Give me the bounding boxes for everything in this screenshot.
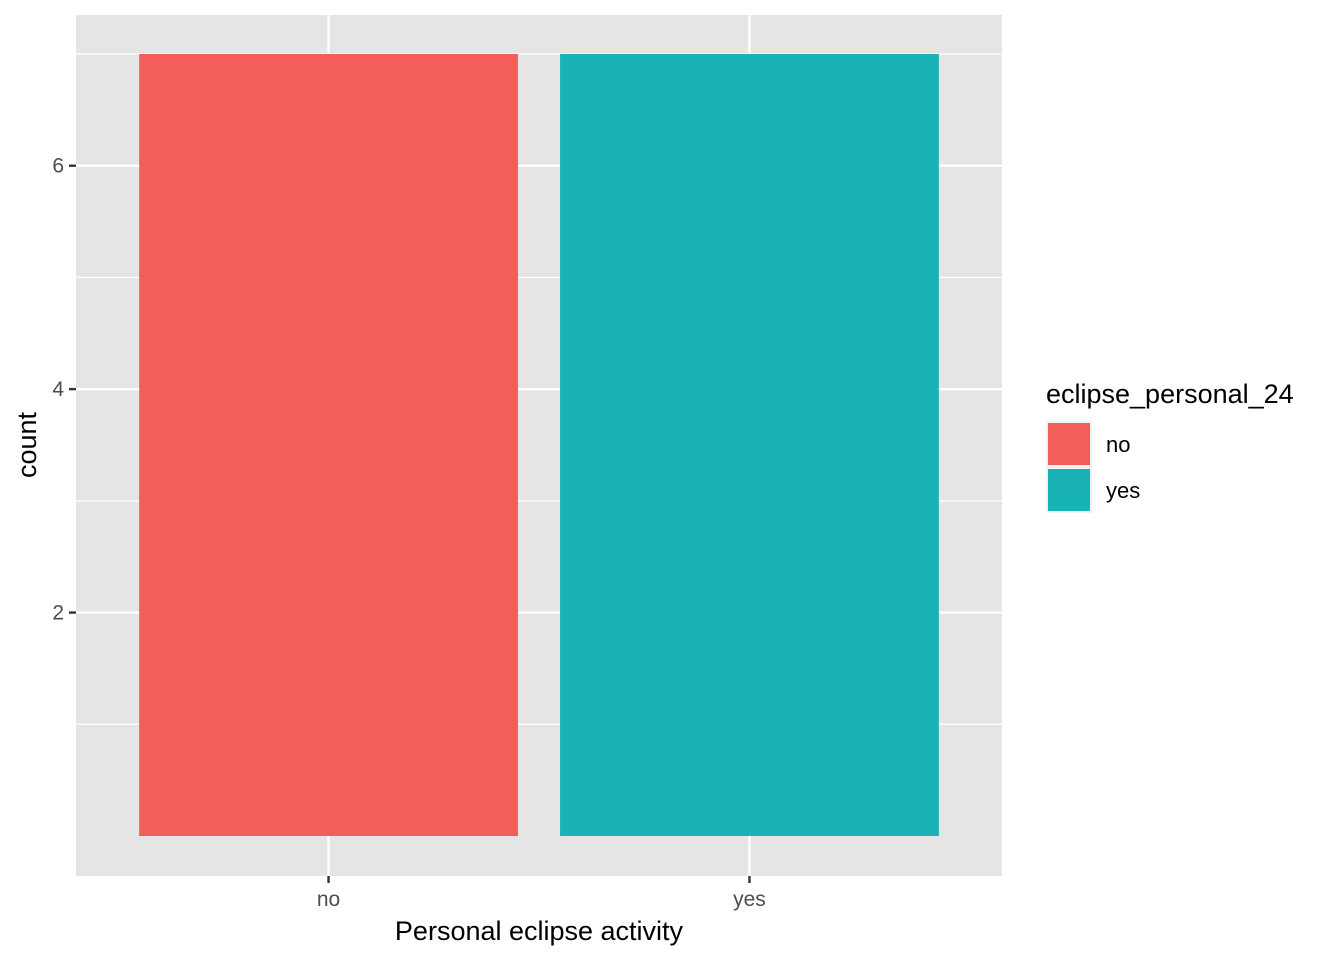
y-tick-label: 2 bbox=[52, 602, 64, 625]
legend-label-yes: yes bbox=[1106, 478, 1140, 503]
legend: eclipse_personal_24 no yes bbox=[1046, 379, 1294, 513]
legend-swatch-no bbox=[1048, 423, 1090, 465]
y-axis: 2 4 6 bbox=[52, 155, 76, 625]
bars bbox=[139, 54, 939, 836]
bar-no bbox=[139, 54, 518, 836]
y-tick-label: 4 bbox=[52, 378, 64, 401]
x-axis: no yes bbox=[317, 876, 766, 911]
legend-swatch-yes bbox=[1048, 469, 1090, 511]
y-tick-label: 6 bbox=[52, 155, 64, 178]
x-axis-title: Personal eclipse activity bbox=[395, 916, 684, 946]
legend-title: eclipse_personal_24 bbox=[1046, 379, 1294, 409]
y-axis-title: count bbox=[12, 411, 42, 478]
x-tick-label: yes bbox=[733, 888, 766, 911]
x-tick-label: no bbox=[317, 888, 340, 911]
legend-label-no: no bbox=[1106, 432, 1130, 457]
bar-yes bbox=[560, 54, 939, 836]
